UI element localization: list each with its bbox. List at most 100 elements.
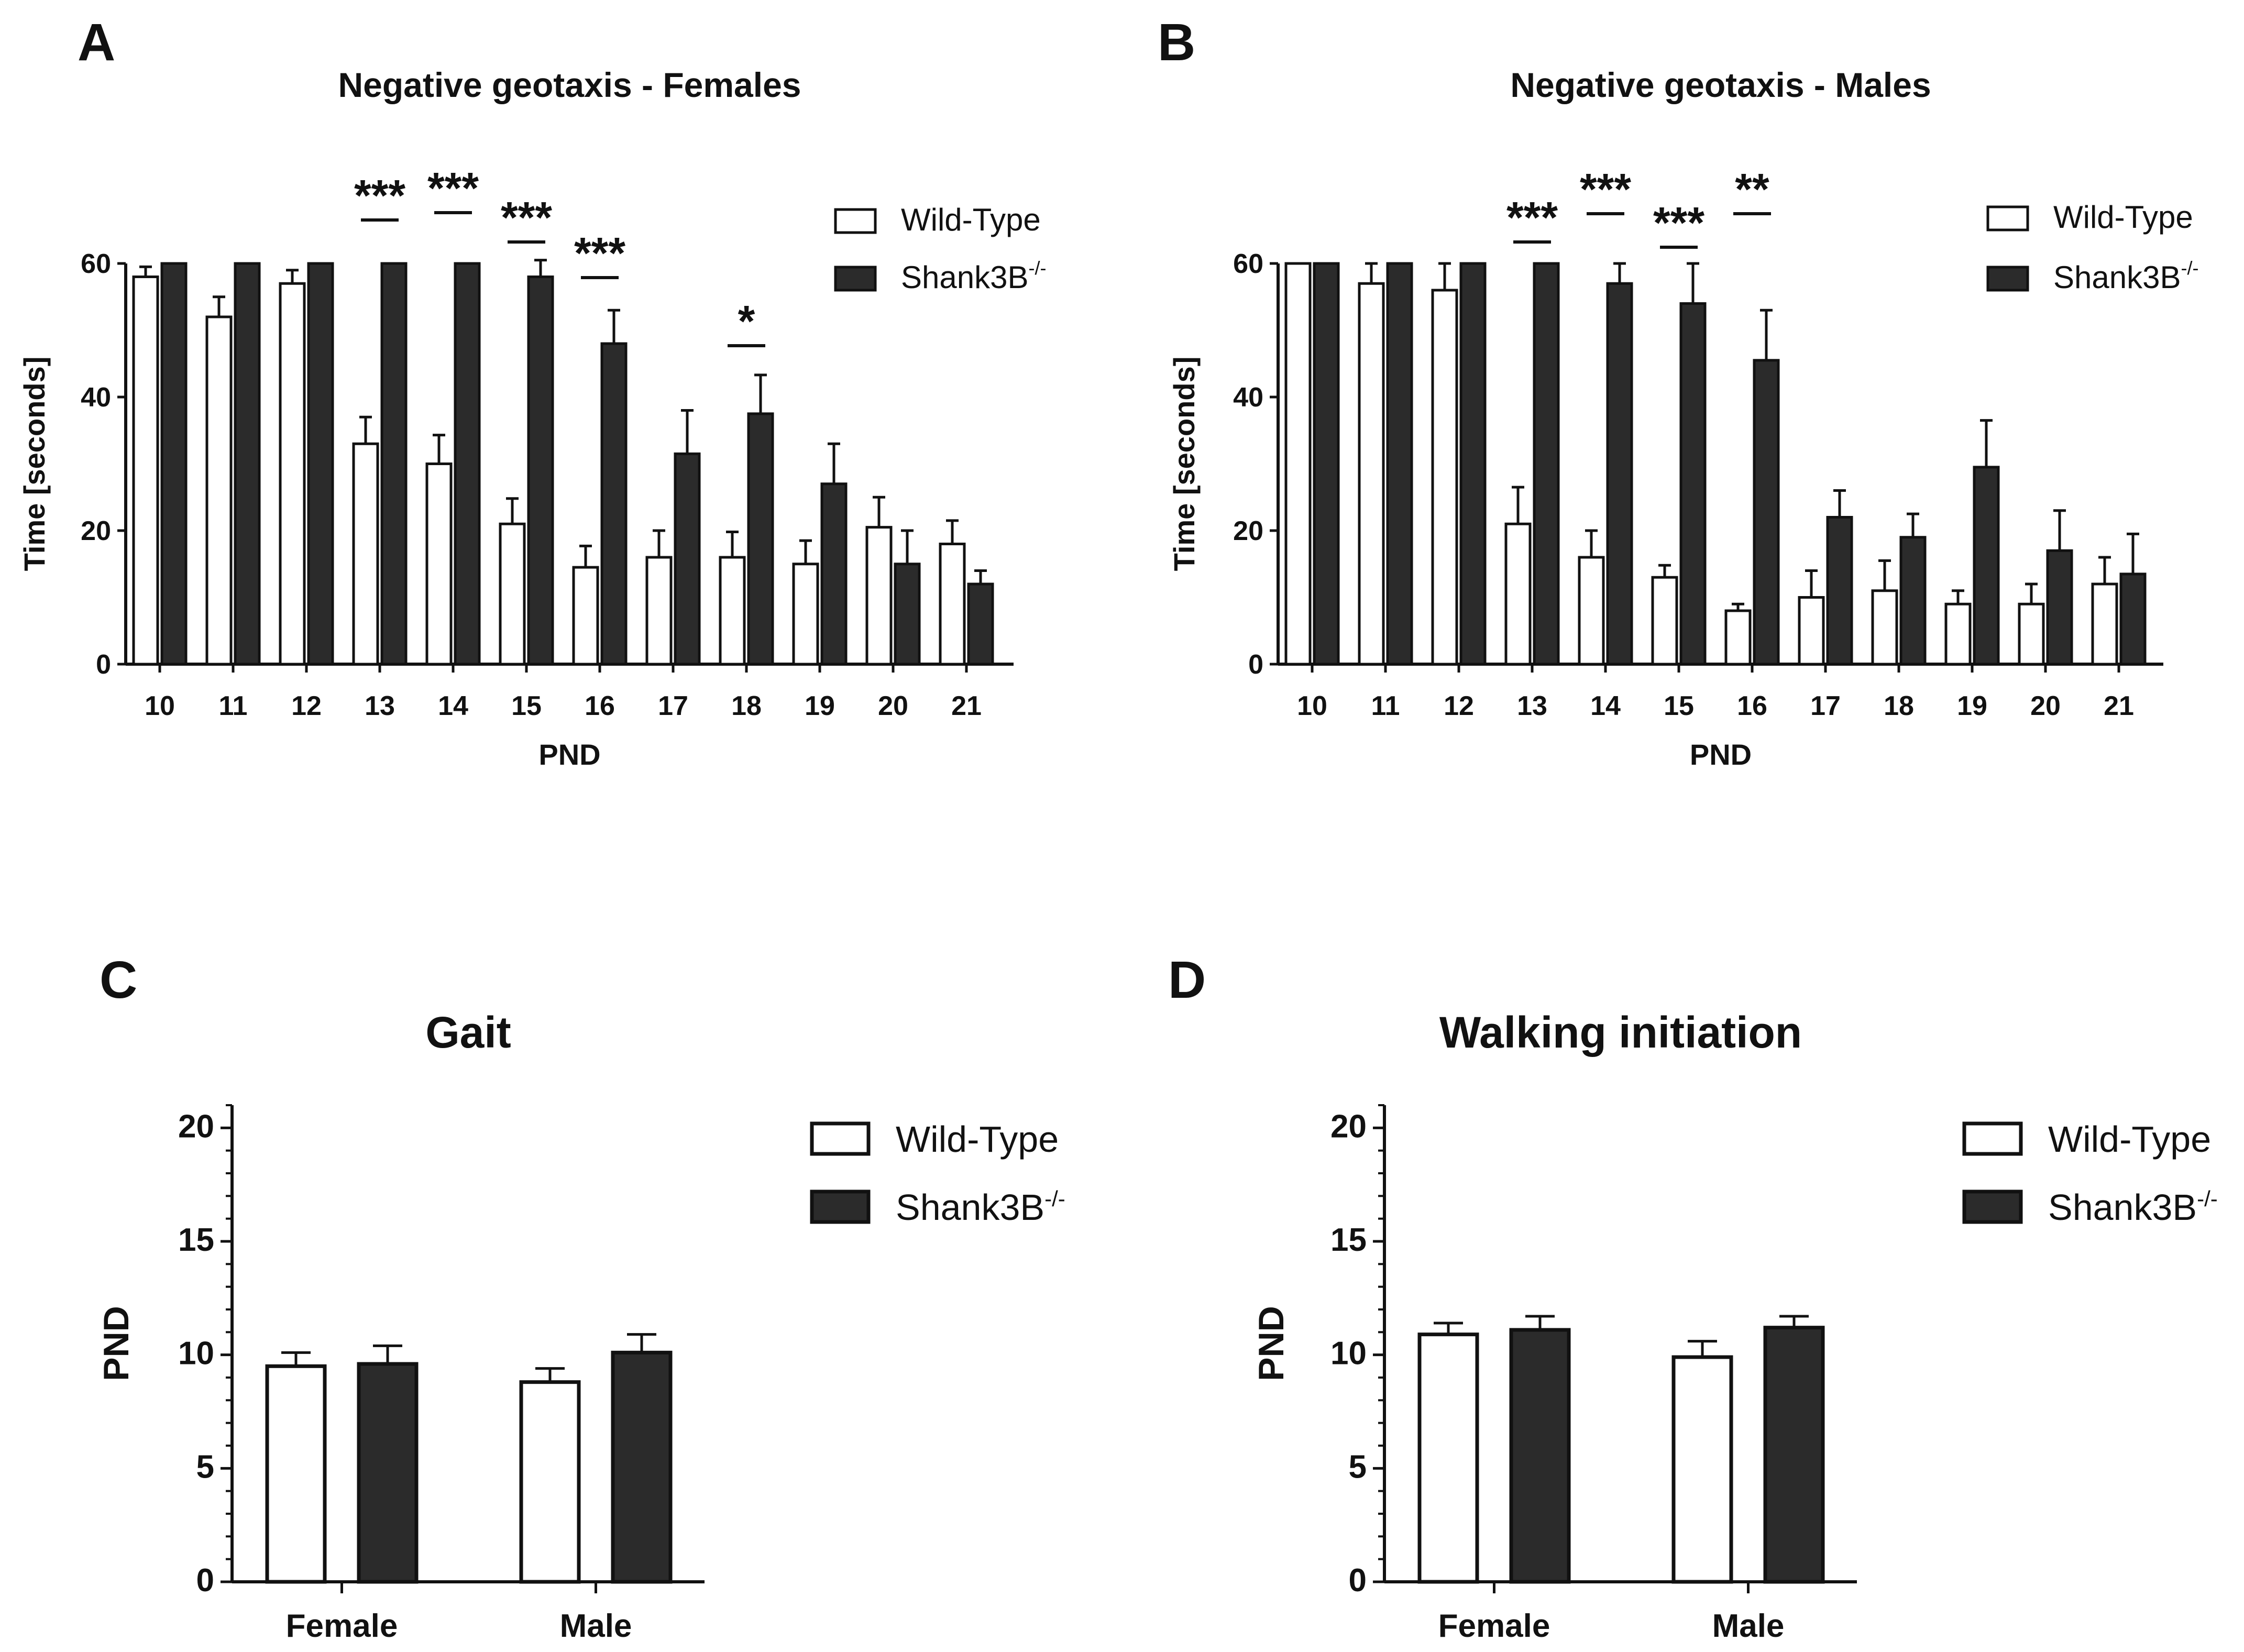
x-tick-label: 11	[1371, 691, 1400, 721]
legend-label-wild-type: Wild-Type	[2053, 200, 2193, 235]
legend-label-text: Wild-Type	[2048, 1119, 2211, 1160]
legend-label-superscript: -/-	[2197, 1186, 2218, 1211]
x-tick-label: 21	[2104, 691, 2134, 721]
panel-d: D Walking initiation 0 5 10 15 20 PND Female Male…	[1168, 951, 2218, 1644]
bar-wild-type-male	[1671, 1355, 1733, 1584]
x-tick-label: Male	[1712, 1608, 1785, 1644]
y-tick-label: 15	[178, 1222, 214, 1258]
y-axis-label: PND	[1251, 1306, 1291, 1381]
significance-label: **	[1735, 164, 1769, 214]
legend-label-text: Shank3B	[896, 1187, 1044, 1228]
legend-label-text: Wild-Type	[896, 1119, 1059, 1160]
legend-label-shank3b: Shank3B-/-	[896, 1186, 1065, 1228]
legend-label-wild-type: Wild-Type	[896, 1119, 1059, 1160]
bar-wild-type-15	[499, 522, 526, 666]
legend-label-superscript: -/-	[2181, 257, 2199, 279]
x-tick-label: 11	[219, 691, 248, 721]
legend-swatch-wild-type	[810, 1121, 871, 1156]
legend-label-shank3b: Shank3B-/-	[2053, 257, 2199, 295]
panel-letter: B	[1158, 13, 1195, 72]
x-tick-label: 15	[511, 691, 542, 721]
bar-wild-type-16	[1724, 609, 1752, 666]
bar-shank3b-male	[611, 1350, 673, 1584]
bar-wild-type-21	[2091, 582, 2118, 666]
bar-shank3b-10	[160, 262, 188, 666]
y-tick-label: 60	[1233, 249, 1263, 279]
chart-title: Walking initiation	[1439, 1008, 1802, 1057]
legend-swatch-shank3b	[1962, 1190, 2023, 1224]
y-tick-label: 20	[1233, 516, 1263, 546]
x-tick-label: 17	[658, 691, 688, 721]
y-tick-label: 20	[81, 516, 111, 546]
significance-label: ***	[574, 228, 625, 278]
y-axis-label: Time [seconds]	[18, 357, 51, 571]
legend-label-text: Shank3B	[901, 260, 1029, 295]
y-tick-label: 20	[178, 1108, 214, 1144]
bar-shank3b-19	[820, 482, 848, 666]
x-axis-label: PND	[1690, 738, 1752, 771]
bar-wild-type-14	[1578, 556, 1605, 666]
bar-wild-type-17	[645, 556, 673, 666]
bar-wild-type-18	[1871, 589, 1898, 666]
x-tick-label: 15	[1664, 691, 1694, 721]
bar-shank3b-14	[1606, 282, 1633, 666]
bar-shank3b-10	[1313, 262, 1340, 666]
panel-letter: C	[100, 951, 137, 1009]
y-tick-label: 10	[178, 1336, 214, 1372]
legend-swatch-shank3b	[1986, 266, 2029, 292]
x-tick-label: 16	[1737, 691, 1767, 721]
y-tick-label: 20	[1330, 1108, 1367, 1144]
chart-title: Negative geotaxis - Females	[338, 65, 801, 104]
y-tick-label: 0	[1349, 1562, 1367, 1599]
y-tick-label: 0	[196, 1562, 214, 1599]
bar-wild-type-19	[1944, 602, 1972, 666]
bar-shank3b-14	[454, 262, 481, 666]
bar-wild-type-18	[719, 556, 746, 666]
bar-shank3b-21	[2119, 572, 2147, 666]
x-tick-label: 13	[1517, 691, 1547, 721]
legend-label-superscript: -/-	[1044, 1186, 1065, 1211]
bar-wild-type-11	[1358, 282, 1385, 666]
x-tick-label: 20	[878, 691, 908, 721]
y-axis-label: Time [seconds]	[1168, 357, 1201, 571]
legend-label-text: Wild-Type	[2053, 200, 2193, 235]
x-axis-label: PND	[538, 738, 600, 771]
bar-wild-type-female	[1417, 1332, 1479, 1584]
x-tick-label: Male	[560, 1608, 632, 1644]
panel-letter: D	[1168, 951, 1206, 1009]
panel-a: A Negative geotaxis - Females 0 20 40 60 Time …	[18, 13, 1047, 771]
x-tick-label: 18	[1884, 691, 1914, 721]
legend-label-wild-type: Wild-Type	[2048, 1119, 2211, 1160]
bar-shank3b-13	[1533, 262, 1560, 666]
panel-b: B Negative geotaxis - Males 0 20 40 60 Time [s…	[1158, 13, 2199, 771]
bar-shank3b-16	[1753, 359, 1780, 666]
y-tick-label: 60	[81, 249, 111, 279]
bar-wild-type-13	[352, 442, 379, 666]
bar-wild-type-12	[1431, 289, 1458, 666]
legend-swatch-wild-type	[834, 208, 877, 234]
y-tick-label: 0	[1248, 649, 1263, 680]
bar-shank3b-11	[1386, 262, 1413, 666]
y-tick-label: 10	[1330, 1336, 1367, 1372]
x-tick-label: Female	[1438, 1608, 1550, 1644]
x-tick-label: 21	[951, 691, 982, 721]
significance-label: ***	[501, 193, 552, 242]
chart-title: Gait	[425, 1008, 511, 1057]
bar-shank3b-20	[894, 563, 921, 666]
legend-swatch-shank3b	[810, 1190, 871, 1224]
y-tick-label: 15	[1330, 1222, 1367, 1258]
bar-shank3b-15	[527, 276, 554, 666]
bar-wild-type-19	[792, 563, 819, 666]
x-tick-label: 19	[1957, 691, 1987, 721]
bar-wild-type-20	[2018, 602, 2045, 666]
bar-shank3b-11	[234, 262, 261, 666]
bar-shank3b-13	[380, 262, 408, 666]
bar-wild-type-15	[1651, 576, 1678, 666]
x-tick-label: 10	[145, 691, 175, 721]
bar-wild-type-17	[1798, 596, 1825, 666]
bar-wild-type-11	[205, 315, 233, 666]
bar-shank3b-18	[1899, 536, 1927, 666]
y-tick-label: 5	[1349, 1449, 1367, 1485]
